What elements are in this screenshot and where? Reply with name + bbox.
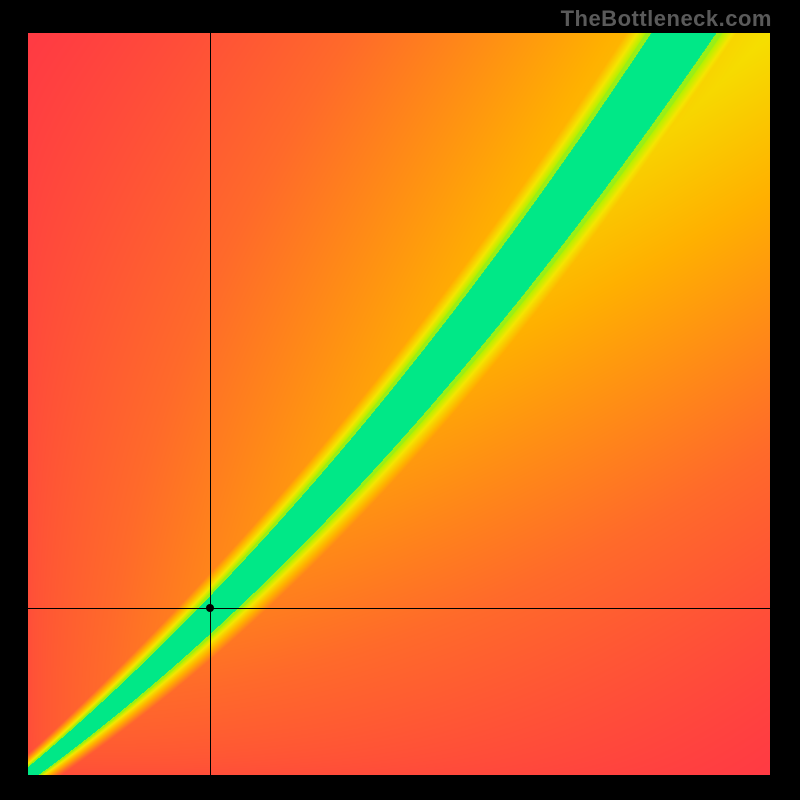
bottleneck-heatmap: [28, 33, 770, 775]
crosshair-marker: [206, 604, 214, 612]
plot-area: [28, 33, 770, 775]
crosshair-vertical: [210, 33, 211, 775]
crosshair-horizontal: [28, 608, 770, 609]
watermark-text: TheBottleneck.com: [561, 6, 772, 32]
chart-frame: TheBottleneck.com: [0, 0, 800, 800]
